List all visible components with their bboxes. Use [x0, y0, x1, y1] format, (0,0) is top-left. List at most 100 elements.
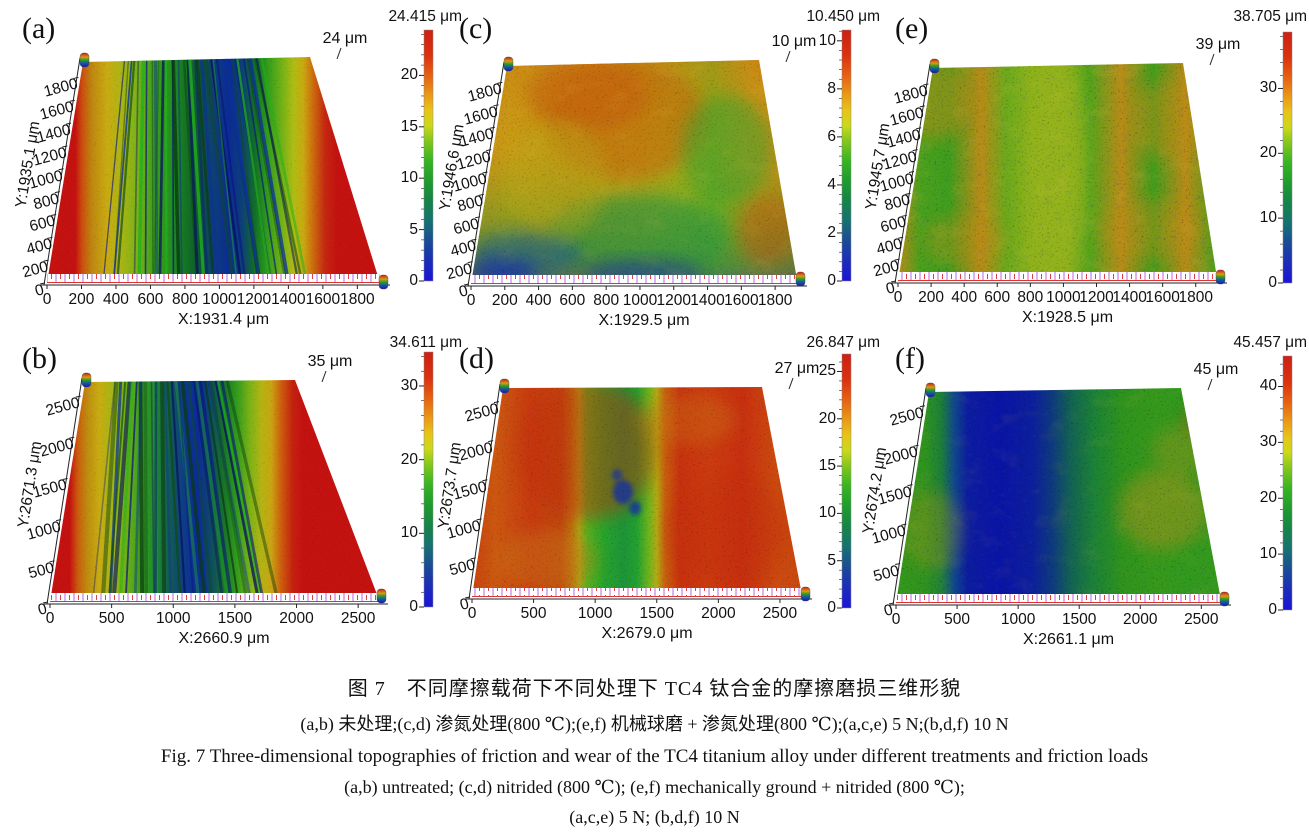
panel-a-x-tick: 1000: [202, 291, 237, 308]
panel-c-colorbar-max: 10.450 μm: [806, 8, 880, 25]
panel-a-colorbar-tick: 5: [409, 220, 418, 238]
panel-c-peak-label: 10 μm: [771, 33, 817, 50]
panel-f-colorbar-tick: 40: [1259, 377, 1277, 395]
panel-a-x-axis-title: X:1931.4 μm: [177, 311, 270, 328]
panel-c-x-tick: 400: [525, 292, 552, 309]
panel-e-x-tick: 600: [984, 289, 1011, 306]
panel-a-colorbar: [423, 29, 434, 282]
corner-marker: [800, 586, 811, 602]
scale-grid-strip: [898, 272, 1217, 281]
panel-c-x-tick: 0: [466, 292, 476, 309]
panel-a-x-tick: 0: [42, 291, 52, 308]
panel-b-graphic: [42, 351, 434, 608]
panel-c-colorbar-tick: 4: [827, 175, 836, 193]
panel-d-peak-label: 27 μm: [774, 360, 820, 377]
panel-a-colorbar-tick: 15: [400, 117, 418, 135]
panel-e-graphic: [890, 31, 1293, 287]
panel-d-colorbar-tick: 20: [818, 409, 836, 427]
panel-b-colorbar-tick: 30: [400, 376, 418, 394]
panel-d-graphic: [464, 353, 852, 609]
panel-b-x-axis-title: X:2660.9 μm: [178, 630, 270, 647]
panel-d-colorbar-tick: 5: [827, 551, 836, 569]
panel-d-colorbar: [841, 353, 852, 609]
topography-plots-svg: [39, 29, 1293, 611]
panel-f-label: (f): [895, 342, 925, 375]
panel-d-x-tick: 0: [467, 605, 477, 622]
panel-e-label: (e): [895, 12, 929, 45]
panel-b-colorbar-max: 34.611 μm: [389, 334, 462, 351]
panel-e-x-tick: 0: [893, 289, 903, 306]
panel-e-x-tick: 1200: [1079, 289, 1114, 306]
panel-f-x-tick: 2000: [1123, 611, 1158, 628]
panel-f-x-tick: 1500: [1061, 611, 1097, 628]
panel-e-x-tick: 1600: [1145, 289, 1180, 306]
panel-a-x-tick: 1600: [305, 291, 341, 308]
panel-b-x-tick: 2000: [279, 610, 314, 627]
panel-c-colorbar-tick: 6: [827, 127, 836, 145]
panel-e-x-tick: 1000: [1046, 289, 1081, 306]
panel-b-colorbar: [423, 351, 434, 608]
panel-e-x-tick: 800: [1017, 289, 1044, 306]
panel-d-x-tick: 2000: [701, 605, 736, 622]
panel-c-x-tick: 1000: [622, 292, 658, 309]
panel-f-x-tick: 500: [944, 611, 970, 628]
panel-c-colorbar-tick: 0: [827, 272, 836, 289]
panel-c-colorbar: [841, 29, 852, 282]
panel-b-colorbar-tick: 0: [409, 598, 418, 615]
panel-e-colorbar-tick: 0: [1268, 274, 1277, 291]
panel-f-patch: [1185, 408, 1221, 432]
y-axis-line: [43, 57, 81, 286]
panel-f-colorbar: [1282, 355, 1293, 611]
panel-d-x-axis-title: X:2679.0 μm: [601, 625, 693, 642]
y-axis-line: [467, 61, 505, 287]
figure-caption: 图 7 不同摩擦载荷下不同处理下 TC4 钛合金的摩擦磨损三维形貌 (a,b) …: [0, 672, 1309, 828]
panel-c-x-axis-title: X:1929.5 μm: [598, 312, 690, 329]
panel-a-peak-label: 24 μm: [322, 30, 368, 47]
panel-e-x-tick: 1400: [1112, 289, 1147, 306]
panel-e-colorbar-tick: 10: [1259, 209, 1277, 227]
scale-grid-strip: [472, 588, 802, 597]
panel-c-graphic: [463, 29, 852, 290]
panel-e-x-tick: 200: [918, 289, 945, 306]
panel-d-colorbar-tick: 0: [827, 599, 836, 616]
panel-b-label: (b): [22, 342, 57, 375]
topography-figure: (a) 24.415 μm 0 5 10 15 20 24 μm 0 200 400 600 800 10…: [12, 8, 1307, 648]
panel-a-colorbar-tick: 20: [400, 66, 418, 84]
corner-marker: [925, 382, 936, 398]
panel-c-label: (c): [459, 12, 493, 45]
caption-en-subtitle-2: (a,c,e) 5 N; (b,d,f) 10 N: [569, 807, 740, 827]
corner-marker: [499, 378, 510, 394]
panel-c-x-tick: 600: [559, 292, 586, 309]
panel-f-peak-label: 45 μm: [1193, 361, 1239, 378]
panel-b-colorbar-tick: 10: [400, 524, 418, 542]
panel-f-colorbar-tick: 30: [1259, 433, 1277, 451]
panel-a-x-tick: 1400: [271, 291, 306, 308]
caption-zh-title: 图 7 不同摩擦载荷下不同处理下 TC4 钛合金的摩擦磨损三维形貌: [347, 678, 962, 700]
panel-e-colorbar-tick: 20: [1259, 144, 1277, 162]
corner-marker: [1219, 591, 1230, 607]
panel-d-label: (d): [459, 342, 494, 375]
panel-e-peak-label: 39 μm: [1195, 36, 1241, 53]
panel-c-x-tick: 1800: [757, 292, 793, 309]
panel-a-x-tick: 800: [171, 291, 198, 308]
panel-a-x-tick: 1800: [340, 291, 375, 308]
panel-d-x-tick: 1000: [577, 605, 613, 622]
panel-c-x-tick: 1400: [690, 292, 725, 309]
panel-a-x-tick: 600: [137, 291, 164, 308]
panel-c-x-tick: 800: [593, 292, 620, 309]
scale-grid-strip: [896, 594, 1221, 603]
panel-a-x-tick: 400: [103, 291, 129, 308]
panel-c-colorbar-tick: 2: [827, 223, 836, 241]
panel-d-colorbar-tick: 15: [818, 457, 836, 475]
panel-f-colorbar-tick: 20: [1259, 489, 1277, 507]
y-axis-line: [894, 63, 931, 284]
corner-marker: [378, 274, 389, 290]
panel-f-x-tick: 2500: [1184, 611, 1219, 628]
scale-grid-strip: [47, 274, 380, 283]
scale-grid-strip: [471, 275, 797, 284]
corner-marker: [81, 372, 92, 388]
corner-marker: [503, 56, 514, 72]
panel-a-graphic: [39, 29, 434, 290]
panel-a-x-tick: 1200: [236, 291, 272, 308]
